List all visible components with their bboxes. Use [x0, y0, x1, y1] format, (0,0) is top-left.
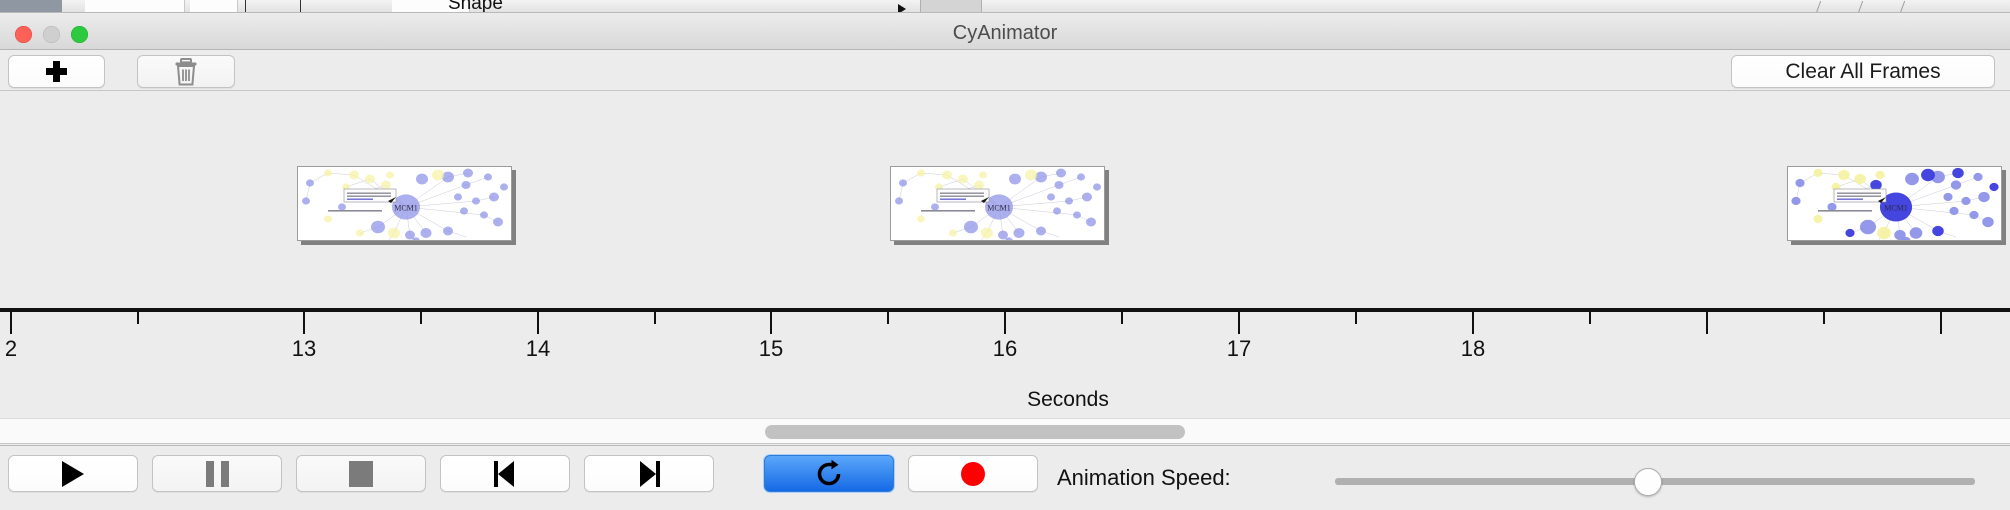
- ruler-tick-major: [1238, 312, 1240, 334]
- frames-strip[interactable]: MCM1 MCM1 MCM1: [0, 91, 2010, 308]
- ruler-tick-minor: [1121, 312, 1123, 324]
- hub-node-label: MCM1: [1884, 204, 1908, 213]
- clear-all-frames-label: Clear All Frames: [1785, 59, 1941, 83]
- frame-thumbnail[interactable]: MCM1: [297, 166, 512, 241]
- ruler-tick-major: [1004, 312, 1006, 334]
- loop-icon: [817, 459, 841, 485]
- traffic-light-group: [15, 26, 88, 43]
- ruler-tick-minor: [1823, 312, 1825, 324]
- ruler-tick-major: [10, 312, 12, 334]
- frame-thumbnail[interactable]: MCM1: [1787, 166, 2002, 241]
- ruler-baseline: [0, 308, 2010, 312]
- record-button[interactable]: [908, 455, 1038, 492]
- background-window-strip: Shape: [0, 0, 2010, 13]
- ruler-tick-minor: [1940, 312, 1942, 324]
- add-frame-button[interactable]: [8, 55, 105, 88]
- timeline-ruler[interactable]: 2 13 14 15 16 17 18 Seconds: [0, 308, 2010, 418]
- frames-toolbar: Clear All Frames: [0, 50, 2010, 91]
- ruler-tick-major: [1706, 312, 1708, 334]
- ruler-tick-minor: [420, 312, 422, 324]
- ruler-tick-label: 15: [758, 336, 784, 361]
- window-titlebar: CyAnimator: [0, 13, 2010, 50]
- hub-node-label: MCM1: [394, 204, 418, 213]
- skip-to-end-button[interactable]: [584, 455, 714, 492]
- stop-button[interactable]: [296, 455, 426, 492]
- skip-back-icon: [492, 460, 518, 487]
- ruler-tick-major: [303, 312, 305, 334]
- frame-thumbnail[interactable]: MCM1: [890, 166, 1105, 241]
- stop-icon: [349, 460, 373, 487]
- network-graph: MCM1: [1788, 167, 2001, 240]
- close-button[interactable]: [15, 26, 32, 43]
- record-icon: [961, 461, 985, 486]
- ruler-tick-minor: [654, 312, 656, 324]
- ruler-axis-title: Seconds: [1027, 388, 1109, 411]
- skip-to-start-button[interactable]: [440, 455, 570, 492]
- scrollbar-thumb[interactable]: [765, 425, 1185, 439]
- background-grey-box: [920, 0, 982, 12]
- window-title: CyAnimator: [952, 22, 1058, 44]
- ruler-tick-minor: [137, 312, 139, 324]
- ruler-tick-label: 2: [4, 336, 18, 361]
- hub-node-label: MCM1: [987, 204, 1011, 213]
- network-graph: MCM1: [298, 167, 511, 240]
- ruler-tick-minor: [1355, 312, 1357, 324]
- skip-forward-icon: [636, 460, 662, 487]
- animation-speed-slider-thumb[interactable]: [1634, 468, 1662, 496]
- playback-toolbar: Animation Speed:: [0, 445, 2010, 510]
- timeline-scrollbar[interactable]: [0, 418, 2010, 444]
- clear-all-frames-button[interactable]: Clear All Frames: [1731, 55, 1995, 88]
- ruler-tick-minor: [1589, 312, 1591, 324]
- plus-icon: [46, 61, 67, 82]
- animation-speed-label: Animation Speed:: [1057, 465, 1231, 490]
- ruler-tick-major: [770, 312, 772, 334]
- ruler-tick-label: 13: [291, 336, 317, 361]
- delete-frame-button[interactable]: [137, 55, 235, 88]
- play-icon: [62, 460, 84, 487]
- ruler-tick-label: 18: [1460, 336, 1486, 361]
- background-window-label: Shape: [448, 0, 503, 13]
- ruler-tick-minor: [887, 312, 889, 324]
- ruler-tick-label: 17: [1226, 336, 1252, 361]
- play-button[interactable]: [8, 455, 138, 492]
- minimize-button[interactable]: [43, 26, 60, 43]
- pause-icon: [205, 460, 229, 487]
- network-graph: MCM1: [891, 167, 1104, 240]
- ruler-tick-label: 14: [525, 336, 551, 361]
- pause-button[interactable]: [152, 455, 282, 492]
- trash-icon: [175, 57, 197, 85]
- background-cursor-arrow: [898, 4, 906, 12]
- loop-button[interactable]: [764, 455, 894, 492]
- ruler-tick-label: 16: [992, 336, 1018, 361]
- ruler-tick-major: [1472, 312, 1474, 334]
- ruler-tick-major: [537, 312, 539, 334]
- zoom-button[interactable]: [71, 26, 88, 43]
